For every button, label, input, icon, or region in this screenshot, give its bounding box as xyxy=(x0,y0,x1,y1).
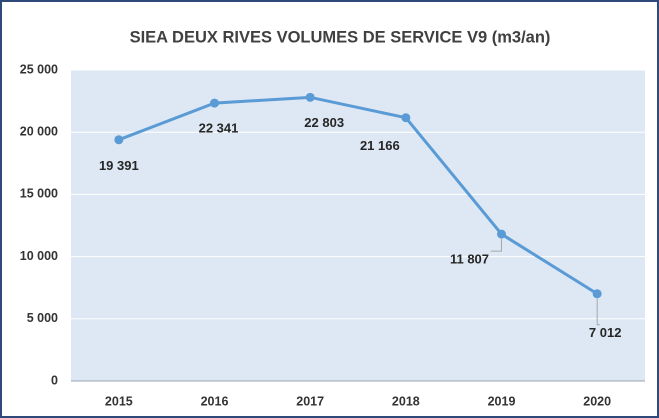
data-label: 19 391 xyxy=(99,158,139,173)
y-tick-label: 0 xyxy=(51,373,58,387)
leader-line xyxy=(596,298,600,326)
y-tick-label: 5 000 xyxy=(27,311,58,325)
marker xyxy=(401,113,411,123)
marker xyxy=(114,135,124,145)
x-tick-label: 2018 xyxy=(392,394,420,408)
marker xyxy=(497,229,506,239)
plot-area xyxy=(71,70,645,381)
data-label: 21 166 xyxy=(360,138,400,153)
marker xyxy=(210,98,219,108)
marker xyxy=(305,92,315,102)
data-label: 22 803 xyxy=(304,115,344,130)
y-tick-label: 20 000 xyxy=(20,124,58,138)
x-tick-label: 2016 xyxy=(201,394,229,408)
y-tick-label: 25 000 xyxy=(20,62,58,76)
x-tick-label: 2019 xyxy=(488,394,516,408)
line xyxy=(118,95,598,296)
y-tick-label: 10 000 xyxy=(20,249,58,263)
data-label: 22 341 xyxy=(199,121,239,136)
data-label: 7 012 xyxy=(589,325,622,340)
x-tick-label: 2015 xyxy=(105,394,133,408)
x-tick-label: 2020 xyxy=(583,394,611,408)
y-tick-label: 15 000 xyxy=(20,187,58,201)
chart-title: SIEA DEUX RIVES VOLUMES DE SERVICE V9 (m… xyxy=(130,28,551,46)
data-label: 11 807 xyxy=(450,252,489,267)
x-tick-label: 2017 xyxy=(296,394,324,408)
marker xyxy=(592,289,602,299)
leader-line xyxy=(490,239,502,252)
